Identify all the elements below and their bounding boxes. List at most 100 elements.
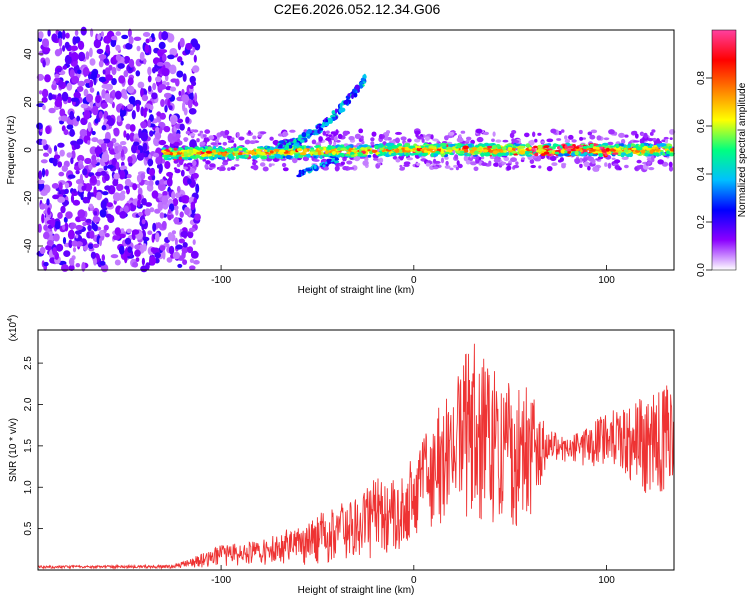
spectrogram-cell — [124, 254, 128, 264]
spectrogram-cell — [193, 54, 197, 63]
spectrogram-cell — [189, 258, 194, 264]
spectrogram-cell — [104, 185, 111, 191]
spectrogram-cell — [292, 157, 298, 164]
colorbar-label: Normalized spectral amplitude — [737, 82, 748, 217]
spectrogram-cell — [140, 131, 148, 142]
spectrogram-cell — [42, 104, 46, 111]
spectrogram-cell — [102, 138, 111, 144]
spectrogram-cell — [187, 98, 193, 109]
spectrogram-cell — [184, 139, 188, 142]
spectrogram-cell — [668, 165, 674, 172]
spectrogram-cell — [315, 126, 319, 130]
snr-y-tick-label: 0.5 — [23, 521, 34, 535]
spectrogram-cell — [181, 246, 188, 254]
spectrogram-cell — [105, 74, 113, 81]
spectrogram-cell — [87, 121, 92, 132]
spectrogram-cell — [43, 47, 51, 53]
spectrogram-cell — [379, 134, 383, 140]
spectrogram-cell — [182, 101, 186, 112]
spectrogram-cell — [410, 153, 415, 156]
spectrogram-cell — [289, 129, 296, 133]
spectrogram-cell — [492, 153, 497, 157]
spectrogram-cell — [95, 94, 101, 104]
spectrogram-cell — [118, 245, 125, 255]
spectrogram-cell — [80, 103, 89, 109]
spectrogram-cell — [110, 254, 119, 259]
spectrogram-cell — [147, 158, 154, 167]
spectrogram-cell — [63, 129, 69, 136]
spectrogram-cell — [91, 159, 98, 165]
spectrogram-cell — [75, 224, 83, 231]
spectrogram-cell — [618, 167, 622, 171]
spectrogram-cell — [469, 161, 477, 166]
spectrogram-cell — [62, 65, 68, 70]
spectrogram-cell — [49, 257, 56, 264]
spectrogram-cell — [187, 246, 194, 254]
spectrogram-cell — [151, 33, 155, 40]
spectrogram-cell — [167, 54, 175, 60]
spectrogram-cell — [189, 133, 196, 137]
spectrogram-cell — [118, 75, 126, 84]
spectrogram-cell — [161, 195, 169, 205]
spectrogram-cell — [99, 260, 106, 266]
spectrogram-cell — [473, 166, 479, 172]
spectrogram-cell — [325, 137, 332, 141]
spectrogram-cell — [532, 131, 536, 138]
spectrogram-cell — [221, 152, 227, 157]
spectrogram-cell — [70, 52, 79, 62]
spectrogram-cell — [631, 147, 637, 151]
spectrogram-cell — [323, 154, 328, 158]
spectrogram-cell — [128, 162, 133, 167]
spectrogram-cell — [43, 231, 50, 240]
spectrogram-cell — [39, 90, 43, 95]
spectrogram-cell — [183, 151, 188, 155]
spectrogram-cell — [207, 154, 212, 157]
spectrogram-cell — [169, 48, 178, 56]
spectrogram-cell — [87, 191, 92, 201]
snr-x-label: Height of straight line (km) — [298, 585, 415, 596]
spectrogram-y-tick-label: -40 — [23, 238, 34, 253]
spectrogram-cell — [362, 144, 368, 148]
spectrogram-cell — [220, 166, 226, 171]
spectrogram-cell — [226, 135, 232, 139]
spectrogram-cell — [126, 174, 132, 179]
spectrogram-cell — [320, 151, 324, 155]
spectrogram-cell — [360, 77, 366, 83]
spectrogram-y-label: Frequency (Hz) — [6, 116, 17, 185]
spectrogram-cell — [84, 157, 92, 165]
spectrogram-cell — [477, 143, 485, 146]
spectrogram-cell — [529, 150, 533, 153]
spectrogram-cell — [41, 139, 47, 146]
spectrogram-cell — [123, 205, 129, 214]
spectrogram-cell — [120, 148, 125, 158]
spectrogram-cell — [103, 224, 109, 231]
spectrogram-cell — [90, 71, 98, 81]
spectrogram-cell — [68, 257, 75, 266]
spectrogram-cell — [131, 229, 140, 235]
spectrogram-cell — [322, 130, 327, 136]
spectrogram-cell — [582, 137, 586, 140]
spectrogram-cell — [359, 81, 364, 85]
spectrogram-cell — [611, 157, 616, 160]
spectrogram-cell — [170, 117, 177, 125]
spectrogram-cell — [140, 87, 144, 98]
spectrogram-cell — [45, 125, 51, 135]
spectrogram-cell — [284, 144, 290, 150]
colorbar-gradient — [711, 29, 737, 271]
spectrogram-cell — [307, 135, 311, 139]
spectrogram-cell — [70, 97, 79, 102]
spectrogram-cell — [403, 161, 411, 165]
spectrogram-cell — [604, 162, 608, 167]
spectrogram-cell — [277, 151, 285, 155]
spectrogram-cell — [57, 142, 65, 148]
spectrogram-cell — [335, 129, 339, 136]
spectrogram-cell — [101, 152, 110, 163]
snr-y-tick-label: 1.5 — [23, 438, 34, 452]
spectrogram-cell — [578, 129, 583, 135]
spectrogram-cell — [208, 135, 215, 141]
spectrogram-cell — [274, 153, 281, 158]
spectrogram-cell — [177, 263, 183, 268]
spectrogram-cell — [283, 132, 289, 137]
spectrogram-cell — [70, 45, 78, 51]
spectrogram-cell — [306, 168, 311, 172]
